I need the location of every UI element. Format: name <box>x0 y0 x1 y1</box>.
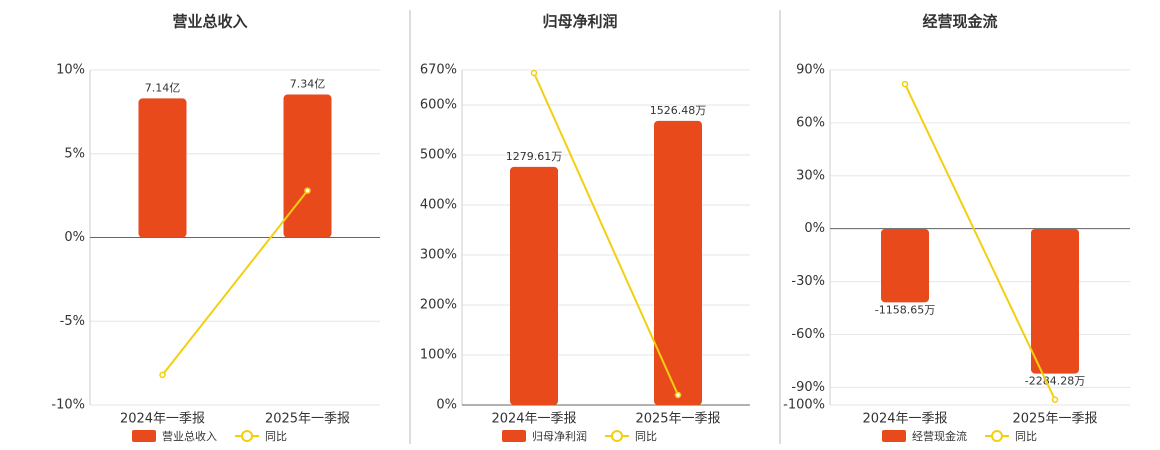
x-tick-label: 2024年一季报 <box>862 412 947 427</box>
legend-swatch <box>882 430 906 442</box>
bar <box>654 120 702 405</box>
line-point <box>1051 396 1059 403</box>
legend-swatch <box>132 430 156 442</box>
x-tick-label: 2025年一季报 <box>635 412 720 427</box>
legend-label: 营业总收入 <box>162 429 217 443</box>
legend-label: 经营现金流 <box>912 429 967 443</box>
line-point <box>530 69 538 77</box>
line-point <box>304 187 311 194</box>
data-label: 1526.48万 <box>650 104 707 117</box>
y-tick-label: 200% <box>420 298 457 313</box>
y-tick-label: 0% <box>804 221 825 236</box>
y-tick-label: 300% <box>420 248 457 263</box>
y-tick-label: 0% <box>436 398 457 413</box>
line <box>904 83 1056 401</box>
y-tick-label: 5% <box>64 146 85 161</box>
y-tick-label: 30% <box>796 168 825 183</box>
line-point <box>901 80 909 88</box>
y-tick-label: 400% <box>420 198 457 213</box>
y-tick-label: 100% <box>420 348 457 363</box>
line-point <box>674 391 682 399</box>
chart-title: 经营现金流 <box>922 13 997 31</box>
legend-marker <box>611 430 623 442</box>
chart-title: 归母净利润 <box>542 13 617 31</box>
bar <box>138 98 187 238</box>
data-label: 7.34亿 <box>290 78 326 91</box>
y-tick-label: 670% <box>420 63 457 78</box>
line-point <box>159 371 166 379</box>
y-tick-label: -5% <box>60 314 85 329</box>
legend-label: 同比 <box>1015 430 1037 443</box>
y-tick-label: -60% <box>791 327 825 342</box>
line <box>533 72 679 396</box>
y-tick-label: 600% <box>420 98 457 113</box>
legend-label: 归母净利润 <box>532 429 587 443</box>
y-tick-label: 90% <box>796 63 825 78</box>
data-label: -1158.65万 <box>875 303 935 316</box>
y-tick-label: -90% <box>791 380 825 395</box>
bar <box>881 228 929 303</box>
x-tick-label: 2025年一季报 <box>265 412 350 427</box>
y-tick-label: 10% <box>56 63 85 78</box>
y-tick-label: 60% <box>796 115 825 130</box>
legend-label: 同比 <box>635 430 657 443</box>
x-tick-label: 2025年一季报 <box>1012 412 1097 427</box>
bar <box>510 166 558 405</box>
legend-swatch <box>502 430 526 442</box>
y-tick-label: -10% <box>51 398 85 413</box>
y-tick-label: -30% <box>791 274 825 289</box>
y-tick-label: 500% <box>420 148 457 163</box>
data-label: 1279.61万 <box>506 150 563 163</box>
data-label: 7.14亿 <box>145 81 181 94</box>
legend-marker <box>991 430 1003 442</box>
bar <box>283 94 332 238</box>
legend-marker <box>241 430 253 442</box>
line <box>161 189 309 376</box>
x-tick-label: 2024年一季报 <box>491 412 576 427</box>
y-tick-label: -100% <box>783 398 825 413</box>
y-tick-label: 0% <box>64 230 85 245</box>
chart-title: 营业总收入 <box>172 13 247 31</box>
legend-label: 同比 <box>265 430 287 443</box>
x-tick-label: 2024年一季报 <box>120 412 205 427</box>
bar <box>1031 228 1079 374</box>
data-label: -2284.28万 <box>1025 375 1085 388</box>
